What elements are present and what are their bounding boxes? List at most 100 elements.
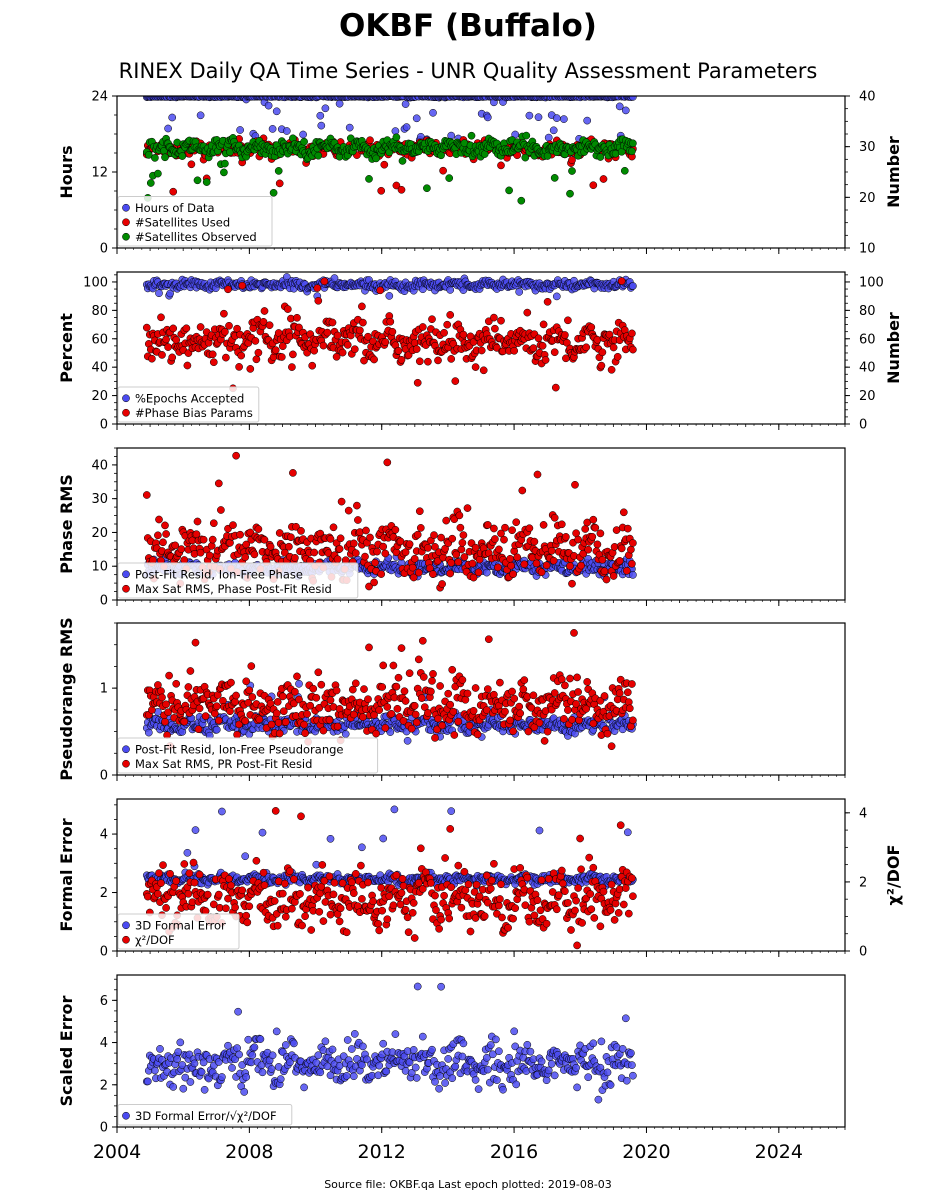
data-point <box>629 539 637 547</box>
data-point <box>619 508 628 517</box>
data-point <box>236 126 244 134</box>
data-point <box>182 324 191 333</box>
data-point <box>465 721 474 730</box>
data-point <box>289 469 297 477</box>
y-tick-label: 20 <box>91 526 108 541</box>
data-point <box>365 175 373 183</box>
data-point <box>148 354 156 363</box>
data-point <box>335 99 344 108</box>
data-point <box>583 116 592 125</box>
y-axis-label: Hours <box>57 145 76 198</box>
data-point <box>562 533 570 541</box>
data-point <box>359 318 367 327</box>
data-point <box>525 524 534 533</box>
data-point <box>171 541 180 550</box>
data-point <box>351 679 360 688</box>
data-point <box>275 729 284 738</box>
data-point <box>415 507 424 516</box>
legend-entry: Post-Fit Resid, Ion-Free Pseudorange <box>135 742 343 756</box>
data-point <box>450 515 459 524</box>
data-point <box>144 728 153 737</box>
y-tick-label: 20 <box>91 389 108 404</box>
data-point <box>209 358 218 367</box>
data-point <box>535 718 544 727</box>
data-point <box>623 688 632 697</box>
data-point <box>364 695 372 704</box>
data-point <box>494 563 502 572</box>
data-point <box>629 716 637 725</box>
data-point <box>570 629 578 637</box>
data-point <box>591 523 600 532</box>
data-point <box>483 685 492 693</box>
data-point <box>183 848 192 857</box>
data-point <box>164 343 172 351</box>
data-point <box>547 546 556 555</box>
data-point <box>222 353 230 362</box>
legend-marker <box>122 759 130 768</box>
data-point <box>266 542 275 551</box>
data-point <box>582 343 591 352</box>
data-point <box>291 687 299 696</box>
data-point <box>394 346 403 355</box>
data-point <box>544 133 553 142</box>
data-point <box>242 540 251 549</box>
data-point <box>602 575 611 584</box>
data-point <box>561 331 569 339</box>
data-point <box>419 673 428 681</box>
figure-subtitle: RINEX Daily QA Time Series - UNR Quality… <box>119 59 818 83</box>
data-point <box>537 568 546 577</box>
data-point <box>335 545 344 553</box>
data-point <box>593 540 602 549</box>
data-point <box>564 706 572 714</box>
data-point <box>417 694 426 702</box>
data-point <box>412 345 421 353</box>
data-point <box>439 166 447 175</box>
data-point <box>469 706 478 715</box>
data-point <box>448 665 457 674</box>
data-point <box>320 277 329 286</box>
data-point <box>615 557 624 565</box>
data-point <box>195 704 204 713</box>
data-point <box>436 682 444 690</box>
data-point <box>309 684 318 693</box>
legend-entry: Hours of Data <box>135 201 215 215</box>
data-point <box>209 519 218 528</box>
data-point <box>468 559 477 568</box>
data-point <box>381 338 390 346</box>
points-panel-4 <box>142 629 637 751</box>
data-point <box>214 479 223 488</box>
data-point <box>288 363 296 371</box>
data-point <box>375 706 384 714</box>
data-point <box>242 677 251 686</box>
data-point <box>381 549 390 558</box>
data-point <box>474 568 483 577</box>
data-point <box>221 327 229 336</box>
data-point <box>301 729 309 738</box>
data-point <box>405 540 414 548</box>
data-point <box>541 356 550 364</box>
data-point <box>543 727 552 736</box>
data-point <box>497 161 505 170</box>
data-point <box>164 124 172 133</box>
data-point <box>581 525 590 533</box>
data-point <box>524 727 533 736</box>
data-point <box>231 697 239 706</box>
data-point <box>370 578 378 587</box>
data-point <box>308 361 317 370</box>
data-point <box>158 693 166 702</box>
y-tick-label: 40 <box>91 361 108 376</box>
data-point <box>325 716 334 724</box>
data-point <box>506 554 514 563</box>
data-point <box>401 548 410 557</box>
data-point <box>317 680 326 689</box>
data-point <box>497 529 505 538</box>
y-right-axis-label: Number <box>884 136 903 208</box>
data-point <box>168 353 177 362</box>
data-point <box>161 521 169 530</box>
data-point <box>254 348 263 357</box>
y-right-tick-label: 10 <box>859 242 876 257</box>
data-point <box>154 169 162 178</box>
data-point <box>438 721 446 730</box>
